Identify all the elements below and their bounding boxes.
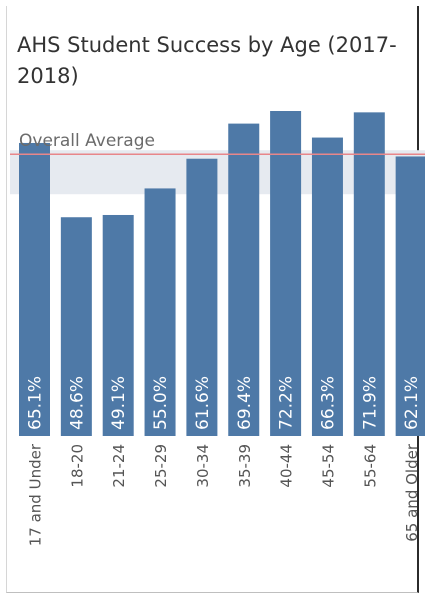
bar-value-label: 49.1% — [109, 376, 129, 430]
bar — [228, 123, 260, 436]
bar — [144, 188, 176, 436]
chart-title: AHS Student Success by Age (2017-2018) — [17, 33, 397, 88]
category-label: 55-64 — [361, 444, 379, 488]
category-label: 21-24 — [110, 444, 128, 488]
bar-value-label: 65.1% — [26, 376, 46, 430]
bar-value-label: 55.0% — [151, 376, 171, 430]
bar-value-label: 66.3% — [318, 376, 338, 430]
bar-value-label: 62.1% — [402, 376, 422, 430]
category-label: 18-20 — [68, 444, 86, 488]
bar — [60, 217, 92, 436]
category-label: 25-29 — [152, 444, 170, 488]
category-label: 35-39 — [236, 444, 254, 488]
bar — [270, 111, 302, 436]
bar — [311, 137, 343, 436]
category-label: 45-54 — [319, 444, 337, 488]
bar — [102, 214, 134, 436]
bar-value-label: 71.9% — [360, 376, 380, 430]
category-label: 40-44 — [278, 444, 296, 488]
bar-value-label: 61.6% — [193, 376, 213, 430]
bar — [19, 142, 50, 436]
category-label: 65 and Older — [403, 443, 421, 542]
category-label: 30-34 — [194, 444, 212, 488]
bar-value-label: 69.4% — [235, 376, 255, 430]
category-label: 17 and Under — [27, 443, 45, 546]
bar — [353, 112, 385, 437]
bar-value-label: 72.2% — [277, 376, 297, 430]
bar-value-label: 48.6% — [67, 376, 87, 430]
bar — [395, 156, 425, 436]
reference-line-label: Overall Average — [19, 131, 155, 151]
bar — [186, 158, 218, 437]
